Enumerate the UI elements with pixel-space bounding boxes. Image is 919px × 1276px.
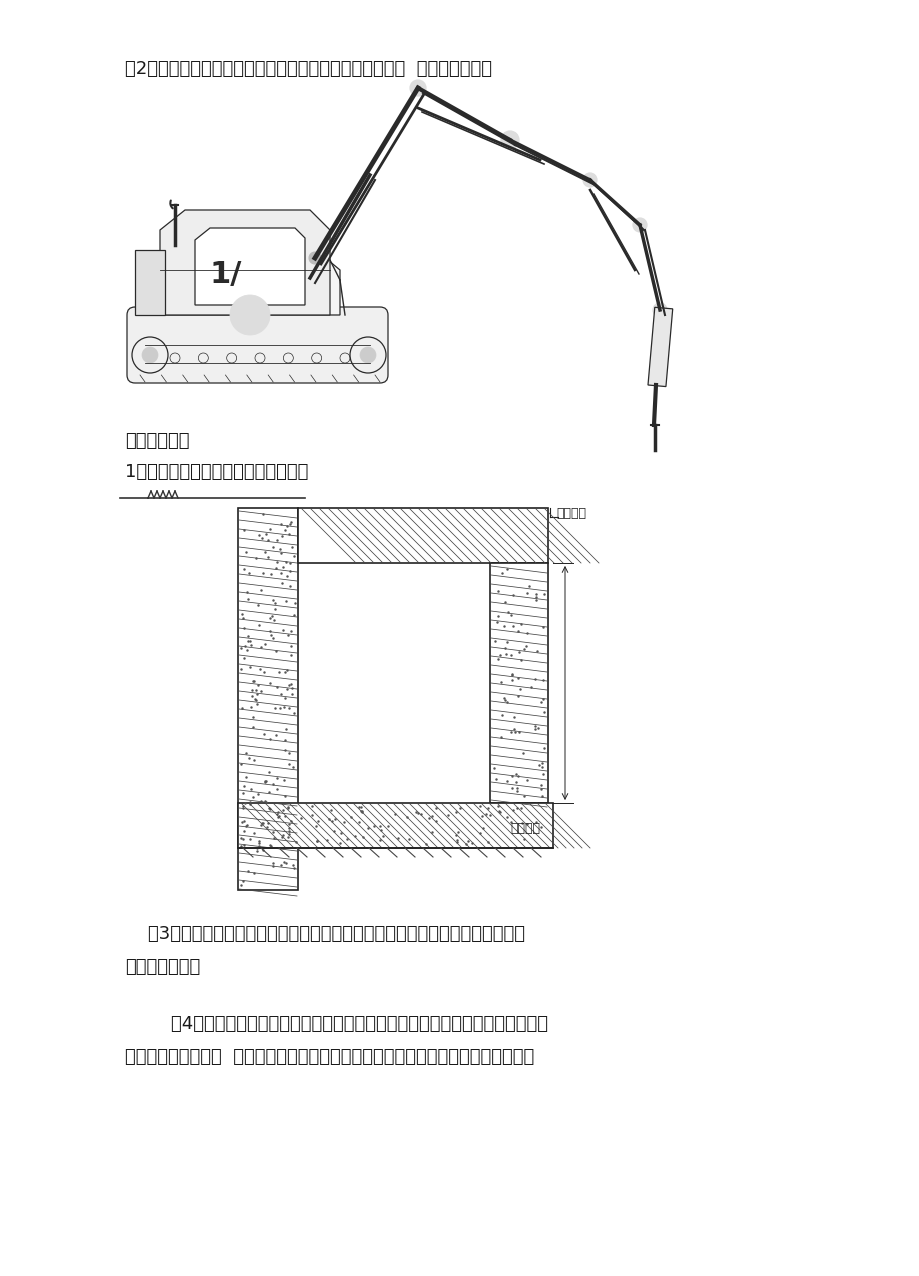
Bar (647, 308, 672, 387)
Bar (135, 250, 165, 315)
Bar (298, 508, 548, 563)
Circle shape (632, 218, 646, 232)
Text: 作安全、技术交底，  确定施工的对象、方法、须保护的对象和安全标准，加强对施工: 作安全、技术交底， 确定施工的对象、方法、须保护的对象和安全标准，加强对施工 (125, 1048, 534, 1065)
Text: （3）落实主要工程技术人员，选调有丰富经验的人员为骨共同协调拆除进度，: （3）落实主要工程技术人员，选调有丰富经验的人员为骨共同协调拆除进度， (125, 925, 525, 943)
Circle shape (309, 251, 321, 264)
Bar (490, 563, 548, 803)
Circle shape (359, 347, 376, 362)
Circle shape (652, 302, 666, 316)
Polygon shape (140, 245, 340, 315)
Circle shape (142, 347, 158, 362)
Bar (238, 803, 552, 849)
Text: 基础底板: 基础底板 (509, 822, 539, 835)
Text: 象和拆除环境。: 象和拆除环境。 (125, 958, 200, 976)
Text: （4）根据结构构件情况，针对施工特点对施工人员分阶段干，认真熟悉拆除对: （4）根据结构构件情况，针对施工特点对施工人员分阶段干，认真熟悉拆除对 (125, 1014, 548, 1034)
Bar (238, 508, 298, 889)
Circle shape (230, 295, 269, 336)
Text: 1）拆憐前应完成工况，如下图所示：: 1）拆憐前应完成工况，如下图所示： (125, 463, 308, 481)
Polygon shape (160, 211, 330, 315)
Polygon shape (195, 228, 305, 305)
Text: 、施工前准备: 、施工前准备 (125, 433, 189, 450)
Text: 拆除支憐: 拆除支憐 (555, 507, 585, 521)
Circle shape (410, 80, 425, 96)
Circle shape (501, 131, 518, 149)
Text: （2）建立拆除工程项目管理小组，明确各自责任与分工，  按时完成工程。: （2）建立拆除工程项目管理小组，明确各自责任与分工， 按时完成工程。 (125, 60, 492, 78)
Circle shape (583, 174, 596, 188)
FancyBboxPatch shape (127, 308, 388, 383)
Text: 1/: 1/ (210, 260, 242, 290)
